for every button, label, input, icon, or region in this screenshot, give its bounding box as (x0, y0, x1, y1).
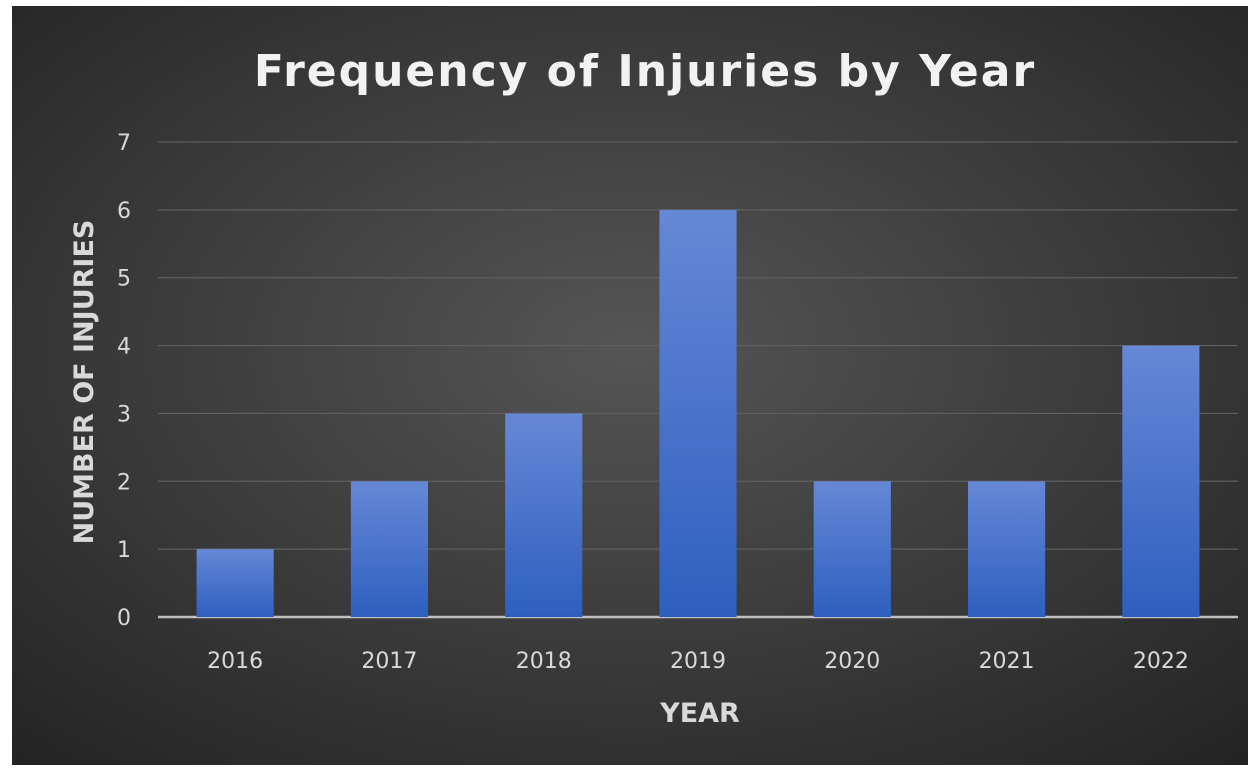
y-tick-label: 5 (117, 267, 131, 292)
x-tick-label: 2020 (824, 649, 880, 674)
x-tick-label: 2018 (516, 649, 572, 674)
y-tick-label: 4 (117, 335, 131, 360)
y-tick-label: 7 (117, 131, 131, 156)
x-tick-label: 2017 (361, 649, 417, 674)
chart-background (12, 6, 1248, 765)
x-tick-label: 2021 (979, 649, 1035, 674)
bar (505, 413, 583, 617)
x-tick-label: 2019 (670, 649, 726, 674)
bars (196, 209, 1200, 617)
bar (1122, 345, 1200, 617)
bar (813, 481, 891, 617)
y-tick-label: 0 (117, 606, 131, 631)
y-tick-label: 1 (117, 538, 131, 563)
y-tick-label: 6 (117, 199, 131, 224)
bar (659, 209, 737, 617)
y-axis-ticks: 0 1 2 3 4 5 6 7 (117, 131, 131, 631)
y-tick-label: 3 (117, 402, 131, 427)
bar (196, 549, 274, 617)
x-tick-label: 2022 (1133, 649, 1189, 674)
bar (350, 481, 428, 617)
bar (968, 481, 1046, 617)
y-tick-label: 2 (117, 470, 131, 495)
x-axis-title: YEAR (659, 698, 740, 729)
y-axis-title: NUMBER OF INJURIES (69, 220, 100, 545)
x-axis-ticks: 2016 2017 2018 2019 2020 2021 2022 (207, 649, 1189, 674)
x-tick-label: 2016 (207, 649, 263, 674)
chart-title: Frequency of Injuries by Year (254, 46, 1036, 97)
